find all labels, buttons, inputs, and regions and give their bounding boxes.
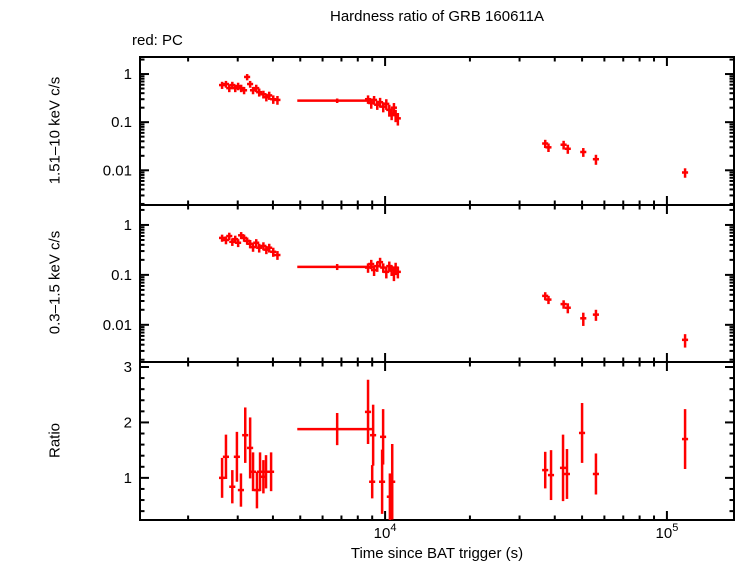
y-tick-label: 0.1 — [111, 267, 132, 284]
y-tick-label: 0.01 — [103, 317, 132, 334]
panel-soft: 1 0.1 0.01 — [103, 204, 735, 363]
panel-frame-soft — [139, 204, 735, 363]
panel-ratio: 3 2 1 — [124, 359, 735, 521]
y-tick-label: 0.1 — [111, 114, 132, 131]
panel-ticks-ratio — [140, 362, 734, 520]
series-ratio — [218, 379, 689, 520]
series-soft — [218, 232, 689, 348]
chart-title: Hardness ratio of GRB 160611A — [329, 8, 544, 25]
y-tick-label: 3 — [124, 359, 132, 376]
y-tick-label: 1 — [124, 470, 132, 487]
panel-hard: 1 0.1 0.01 — [103, 56, 735, 206]
series-hard — [218, 74, 689, 178]
panel-frame-hard — [139, 56, 735, 206]
y-tick-label: 1 — [124, 66, 132, 83]
y-tick-label: 1 — [124, 217, 132, 234]
panel-ticks-hard — [140, 57, 734, 205]
panel-frame-ratio — [139, 361, 735, 521]
x-tick-label: 104 — [374, 522, 397, 542]
x-tick-label: 105 — [656, 522, 679, 542]
mode-legend-label: red: PC — [132, 32, 183, 49]
panel-ticks-soft — [140, 205, 734, 362]
x-axis-label: Time since BAT trigger (s) — [350, 545, 524, 562]
y-tick-label: 2 — [124, 414, 132, 431]
y-tick-label: 0.01 — [103, 162, 132, 179]
